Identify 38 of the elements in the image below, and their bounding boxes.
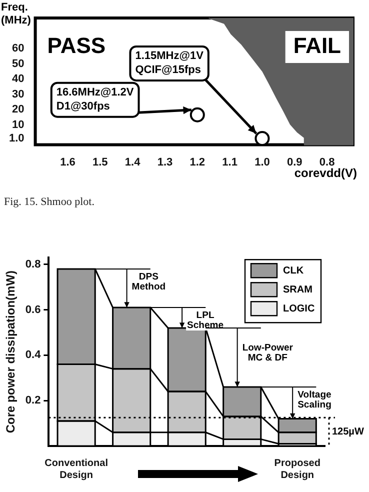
x-tick-label: Proposed Design	[274, 458, 320, 481]
y-tick-label: 20	[12, 104, 24, 116]
legend-label: LOGIC	[283, 303, 315, 314]
y-tick-label: 10	[12, 118, 24, 131]
x-tick-label: 1.0	[254, 156, 270, 168]
x-tick-label: 1.3	[157, 156, 173, 168]
x-tick-label: 1.6	[60, 156, 76, 168]
annotation: DPS Method	[132, 271, 166, 292]
y-tick-label: 0.2	[25, 394, 41, 407]
annotation: Voltage Scaling	[298, 389, 332, 410]
y-tick-label: 60	[12, 42, 24, 55]
x-tick-label: Conventional Design	[44, 458, 108, 481]
annotation: LPL Scheme	[187, 310, 224, 331]
y-tick-label: 0.4	[25, 349, 42, 362]
x-tick-label: 1.5	[92, 156, 108, 168]
y-tick-label: 1.0	[8, 132, 24, 145]
x-tick-label: 0.8	[319, 156, 335, 168]
annotation: 16.6MHz@1.2V D1@30fps	[56, 86, 134, 112]
y-axis-title: Freq. (MHz)	[1, 2, 32, 27]
y-tick-label: 40	[12, 73, 24, 86]
x-tick-label: 1.1	[222, 156, 238, 168]
y-tick-label: 30	[12, 88, 24, 100]
x-tick-label: 1.4	[124, 156, 142, 168]
legend-label: SRAM	[283, 284, 312, 296]
y-tick-label: 0.8	[25, 258, 41, 270]
caption: Fig. 15. Shmoo plot.	[4, 196, 94, 208]
annotation: Low-Power MC & DF	[242, 342, 294, 364]
y-tick-label: 50	[12, 58, 24, 70]
annotation: 1.15MHz@1V QCIF@15fps	[135, 50, 204, 76]
y-axis-title: Core power dissipation(mW)	[4, 270, 18, 434]
legend-label: CLK	[283, 265, 304, 276]
ref-line-label: 125µW	[332, 426, 364, 438]
x-tick-label: 0.9	[286, 156, 302, 168]
y-tick-label: 0.6	[25, 304, 41, 316]
annotation: PASS	[47, 33, 106, 58]
annotation: FAIL	[293, 33, 341, 58]
x-axis-title: corevdd(V)	[294, 166, 357, 180]
x-tick-label: 1.2	[190, 156, 206, 168]
